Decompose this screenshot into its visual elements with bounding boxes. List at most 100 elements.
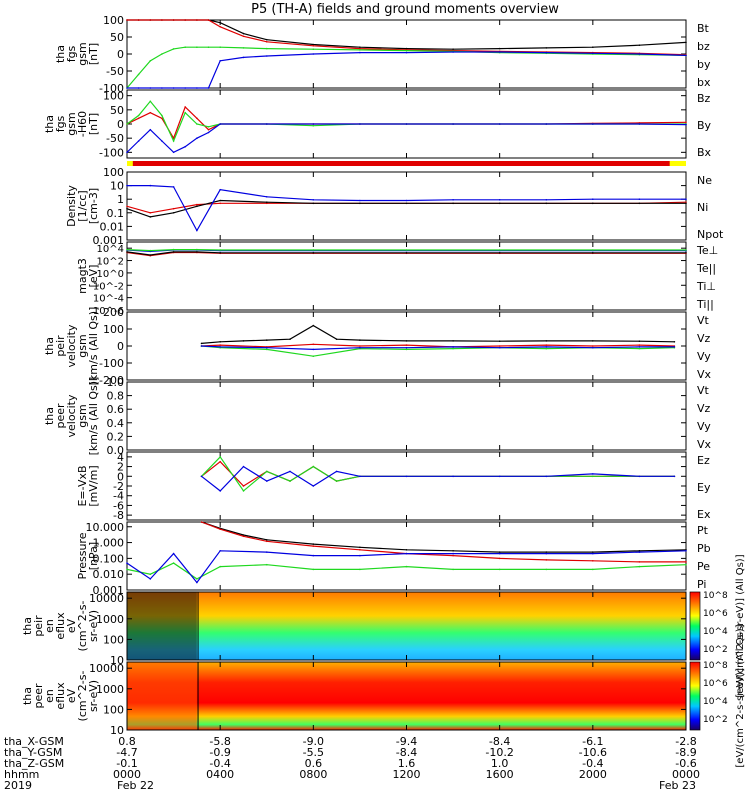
y-tick-label: 1.000: [93, 537, 125, 550]
y-tick-label: 1: [117, 193, 124, 206]
data-point: [452, 552, 454, 555]
colorbar-label-text: [eV/(cm^2-s-sr-eV)] (All Qs)]: [735, 624, 746, 767]
y-axis-label-line: fgs: [65, 45, 78, 62]
data-point: [359, 339, 361, 341]
colorbar: [689, 661, 701, 731]
data-point: [452, 568, 454, 571]
y-axis-label-line: [cm-3]: [87, 188, 100, 224]
data-point: [196, 581, 198, 584]
data-point: [545, 47, 548, 49]
data-point: [126, 205, 128, 208]
data-point: [452, 202, 454, 205]
y-tick-label: 100: [103, 703, 124, 716]
data-point: [335, 480, 338, 482]
data-point: [266, 339, 268, 341]
data-point: [335, 470, 338, 473]
data-point: [207, 19, 210, 21]
data-point: [312, 48, 315, 50]
data-point: [405, 199, 408, 202]
data-point: [266, 540, 268, 543]
data-point: [359, 568, 361, 571]
colorbar: [689, 591, 701, 661]
time-axis-value: -0.4: [209, 757, 230, 770]
y-axis-label-line: tha: [43, 115, 56, 133]
data-point: [359, 475, 361, 478]
data-point: [196, 137, 198, 139]
data-point: [266, 202, 268, 205]
data-point: [266, 41, 268, 43]
data-point: [592, 198, 594, 200]
data-point: [149, 249, 152, 252]
y-tick-label: 1.0: [107, 376, 125, 389]
data-point: [685, 561, 687, 563]
data-point: [149, 19, 152, 21]
y-axis-label-line: magt3: [76, 258, 89, 294]
data-point: [498, 345, 501, 347]
panel-frame: [126, 381, 687, 451]
y-tick-label: 10000: [89, 592, 124, 605]
time-axis-value: -0.9: [209, 746, 230, 759]
y-tick-label: -4: [113, 490, 124, 503]
data-point: [219, 344, 221, 346]
data-point: [545, 347, 548, 350]
data-point: [685, 252, 687, 254]
data-point: [359, 554, 361, 557]
data-point: [312, 543, 315, 545]
data-point: [219, 252, 221, 254]
data-point: [545, 340, 548, 342]
y-tick-label: 1000: [96, 613, 124, 626]
data-point: [498, 47, 501, 50]
data-point: [545, 568, 548, 571]
data-point: [219, 460, 221, 463]
data-point: [405, 552, 408, 555]
y-tick-label: 0: [117, 340, 124, 353]
colorbar-tick-label: 10^4: [703, 627, 728, 637]
data-point: [242, 35, 245, 38]
colorbar-tick-label: 10^6: [703, 679, 728, 689]
series-line-Vx: [201, 345, 675, 351]
data-point: [200, 342, 203, 345]
colorbar-tick-label: 10^6: [703, 609, 728, 619]
data-point: [638, 346, 641, 348]
y-tick-label: 10: [110, 654, 124, 667]
legend-entry: Te||: [696, 262, 716, 275]
data-point: [219, 202, 221, 205]
data-point: [638, 565, 641, 568]
panel-frame: [126, 521, 687, 591]
data-point: [219, 346, 221, 348]
data-point: [685, 121, 687, 124]
y-tick-label: 0: [117, 470, 124, 483]
data-point: [266, 470, 268, 473]
data-point: [161, 140, 163, 142]
data-point: [149, 128, 152, 131]
time-axis-value: -6.1: [582, 735, 603, 748]
time-axis-value: 0800: [299, 768, 327, 781]
y-axis-label-line: tha: [54, 45, 67, 63]
y-axis-label-line: [mV/m]: [87, 465, 100, 506]
data-point: [149, 573, 152, 575]
data-point: [242, 465, 245, 468]
data-point: [312, 554, 315, 557]
data-point: [184, 87, 186, 89]
data-point: [149, 212, 152, 214]
data-point: [359, 202, 361, 205]
data-point: [242, 340, 245, 342]
data-point: [172, 207, 175, 210]
data-point: [219, 341, 221, 343]
data-point: [312, 343, 315, 346]
data-point: [592, 46, 594, 48]
data-point: [161, 19, 163, 21]
data-point: [312, 485, 315, 487]
y-tick-label: 10^4: [97, 244, 124, 255]
y-axis-label-line: eV: [65, 688, 78, 703]
data-point: [359, 123, 361, 125]
time-axis-value: -9.4: [396, 735, 417, 748]
time-axis-value: Feb 23: [659, 779, 696, 792]
series-line-Ti||: [126, 249, 686, 252]
data-point: [172, 562, 175, 564]
data-point: [149, 578, 152, 580]
